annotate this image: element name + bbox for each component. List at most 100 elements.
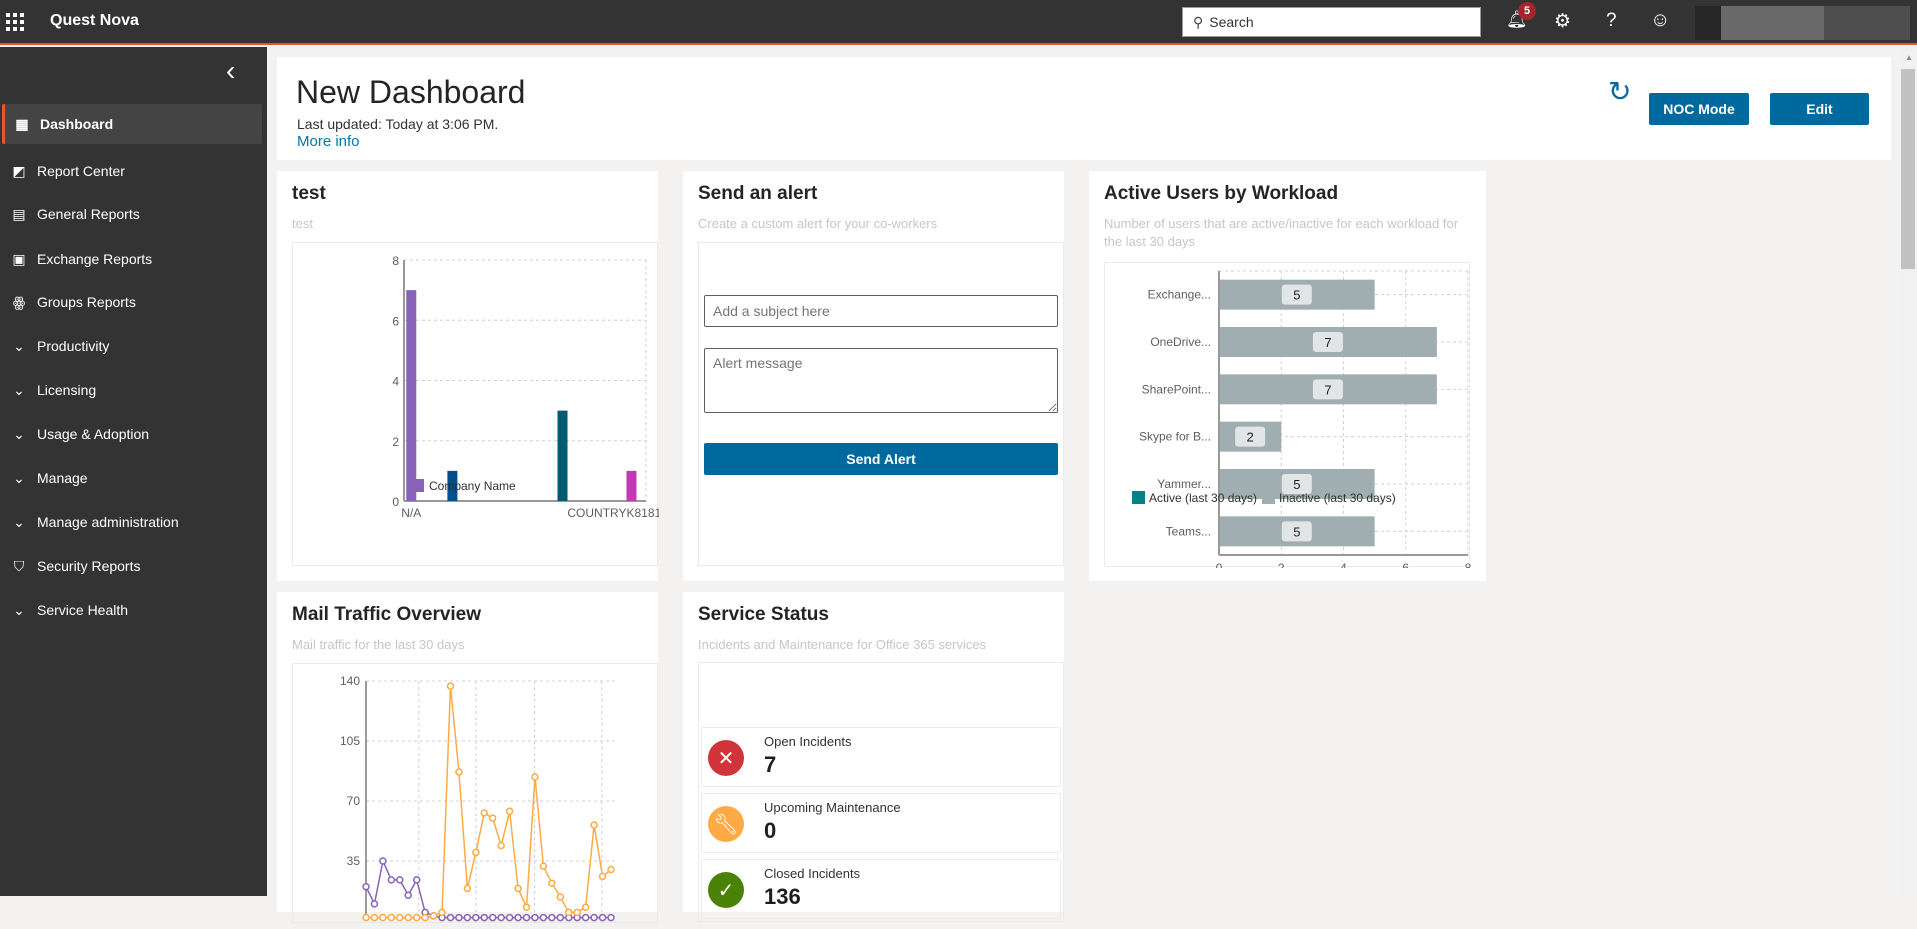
data-label-bg [1281,474,1312,494]
chevron-down-icon: ⌄ [13,601,25,618]
notifications-button[interactable]: 🔔︎ 5 [1506,2,1536,34]
exchange-icon: ▣ [12,250,26,267]
feedback-smiley-icon[interactable]: ☺ [1650,9,1671,31]
edit-button[interactable]: Edit [1770,93,1869,125]
scrollbar-thumb[interactable] [1901,69,1915,269]
legend-swatch [1262,491,1275,504]
sidebar-item-report-center[interactable]: ◩ Report Center [2,151,262,191]
status-row-upcoming-maintenance[interactable]: 🔧︎ Upcoming Maintenance 0 [701,793,1061,853]
notification-badge: 5 [1518,2,1536,20]
sidebar-item-manage-administration[interactable]: ⌄ Manage administration [2,502,262,542]
app-launcher-icon[interactable] [6,13,24,31]
y-tick-label: 105 [340,734,360,748]
data-point [455,913,463,922]
data-point [446,913,455,922]
sidebar-item-service-health[interactable]: ⌄ Service Health [2,590,262,630]
send-alert-button[interactable]: Send Alert [704,443,1058,475]
data-point [573,908,581,917]
widget-title: Active Users by Workload [1104,183,1339,204]
data-point [565,908,573,917]
x-tick-label: 0 [1216,561,1223,568]
x-tick-label: 8 [1465,561,1471,568]
data-point [362,913,370,922]
widget-subtitle: Create a custom alert for your co-worker… [698,216,938,231]
data-point [387,913,396,922]
data-point [480,913,489,922]
data-point [396,913,404,922]
sidebar-item-usage-adoption[interactable]: ⌄ Usage & Adoption [2,414,262,454]
subject-input[interactable] [704,295,1058,327]
app-title[interactable]: Quest Nova [50,12,139,29]
vertical-scrollbar[interactable]: ▲ [1899,47,1917,896]
sidebar: ‹ ▦ Dashboard ◩ Report Center ▤ General Rep… [0,47,267,896]
chart-container: 0 2 4 6 8 N/A COUNTRYK818178631743 Company Name [292,242,715,566]
top-bar: Quest Nova ⚲ Search 🔔︎ 5 ⚙ ? ☺ [0,0,1917,45]
data-point [488,814,497,822]
data-point [472,913,480,922]
data-point [497,841,505,850]
sidebar-item-exchange-reports[interactable]: ▣ Exchange Reports [2,239,262,279]
sidebar-item-dashboard[interactable]: ▦ Dashboard [2,104,262,144]
service-status-widget: Service Status Incidents and Maintenance… [683,592,1064,922]
status-row-open-incidents[interactable]: ✕ Open Incidents 7 [701,727,1061,787]
refresh-icon[interactable]: ↻ [1608,76,1632,107]
widget-title: Service Status [698,604,829,625]
status-label: Open Incidents [764,734,852,749]
legend-label: Active (last 30 days) [1149,491,1257,505]
y-tick-label: SharePoint... [1142,382,1211,396]
bar [557,410,568,501]
noc-mode-button[interactable]: NOC Mode [1649,93,1749,125]
data-point [370,900,379,908]
data-point [505,913,514,922]
bar [447,470,458,501]
sidebar-item-productivity[interactable]: ⌄ Productivity [2,326,262,366]
series-line [366,686,612,919]
test-widget: test test 0 2 4 6 8 N/A COUNTRYK818178631743 Co… [277,171,715,581]
sidebar-item-security-reports[interactable]: ⛉ Security Reports [2,546,262,586]
search-box[interactable]: ⚲ Search [1182,7,1481,37]
data-point [539,862,548,870]
shield-icon: ⛉ [13,557,25,574]
sidebar-item-licensing[interactable]: ⌄ Licensing [2,370,262,410]
sidebar-item-groups-reports[interactable]: ꙮ Groups Reports [2,282,262,322]
legend-label: Inactive (last 30 days) [1279,491,1396,505]
data-point [472,848,480,857]
dashboard-header: New Dashboard Last updated: Today at 3:0… [277,57,1891,160]
y-tick-label: 4 [392,375,399,389]
alert-message-textarea[interactable] [704,348,1058,413]
data-point [539,913,548,922]
legend-swatch [1132,491,1145,504]
data-label-bg [1281,284,1312,305]
data-point [505,807,514,816]
y-tick-label: Teams... [1166,524,1211,538]
data-point [598,913,607,922]
sidebar-item-manage[interactable]: ⌄ Manage [2,458,262,498]
chevron-down-icon: ⌄ [13,469,25,486]
collapse-sidebar-chevron-icon[interactable]: ‹ [226,55,236,86]
data-point [438,908,446,917]
bar [406,290,417,501]
data-point [514,913,522,922]
data-point [556,913,565,922]
data-label: 5 [1293,524,1300,539]
gear-icon[interactable]: ⚙ [1554,11,1572,32]
series-line [365,858,611,919]
user-account-blurred[interactable] [1695,6,1910,40]
sidebar-item-general-reports[interactable]: ▤ General Reports [2,194,262,234]
y-tick-label: 0 [392,495,399,509]
data-point [497,913,505,922]
active-users-widget: Active Users by Workload Number of users… [1089,171,1486,581]
search-input[interactable]: Search [1209,14,1254,30]
data-point [463,913,472,922]
status-row-closed-incidents[interactable]: ✓ Closed Incidents 136 [701,859,1061,919]
chevron-down-icon: ⌄ [13,337,25,354]
status-value: 0 [764,818,777,843]
data-point [362,882,370,891]
data-label: 7 [1324,382,1331,397]
legend-label: Company Name [429,479,516,493]
y-tick-label: OneDrive... [1150,335,1211,349]
y-tick-label: Yammer... [1157,477,1211,491]
help-icon[interactable]: ? [1606,10,1617,31]
data-point [548,879,556,888]
more-info-link[interactable]: More info [297,133,360,150]
